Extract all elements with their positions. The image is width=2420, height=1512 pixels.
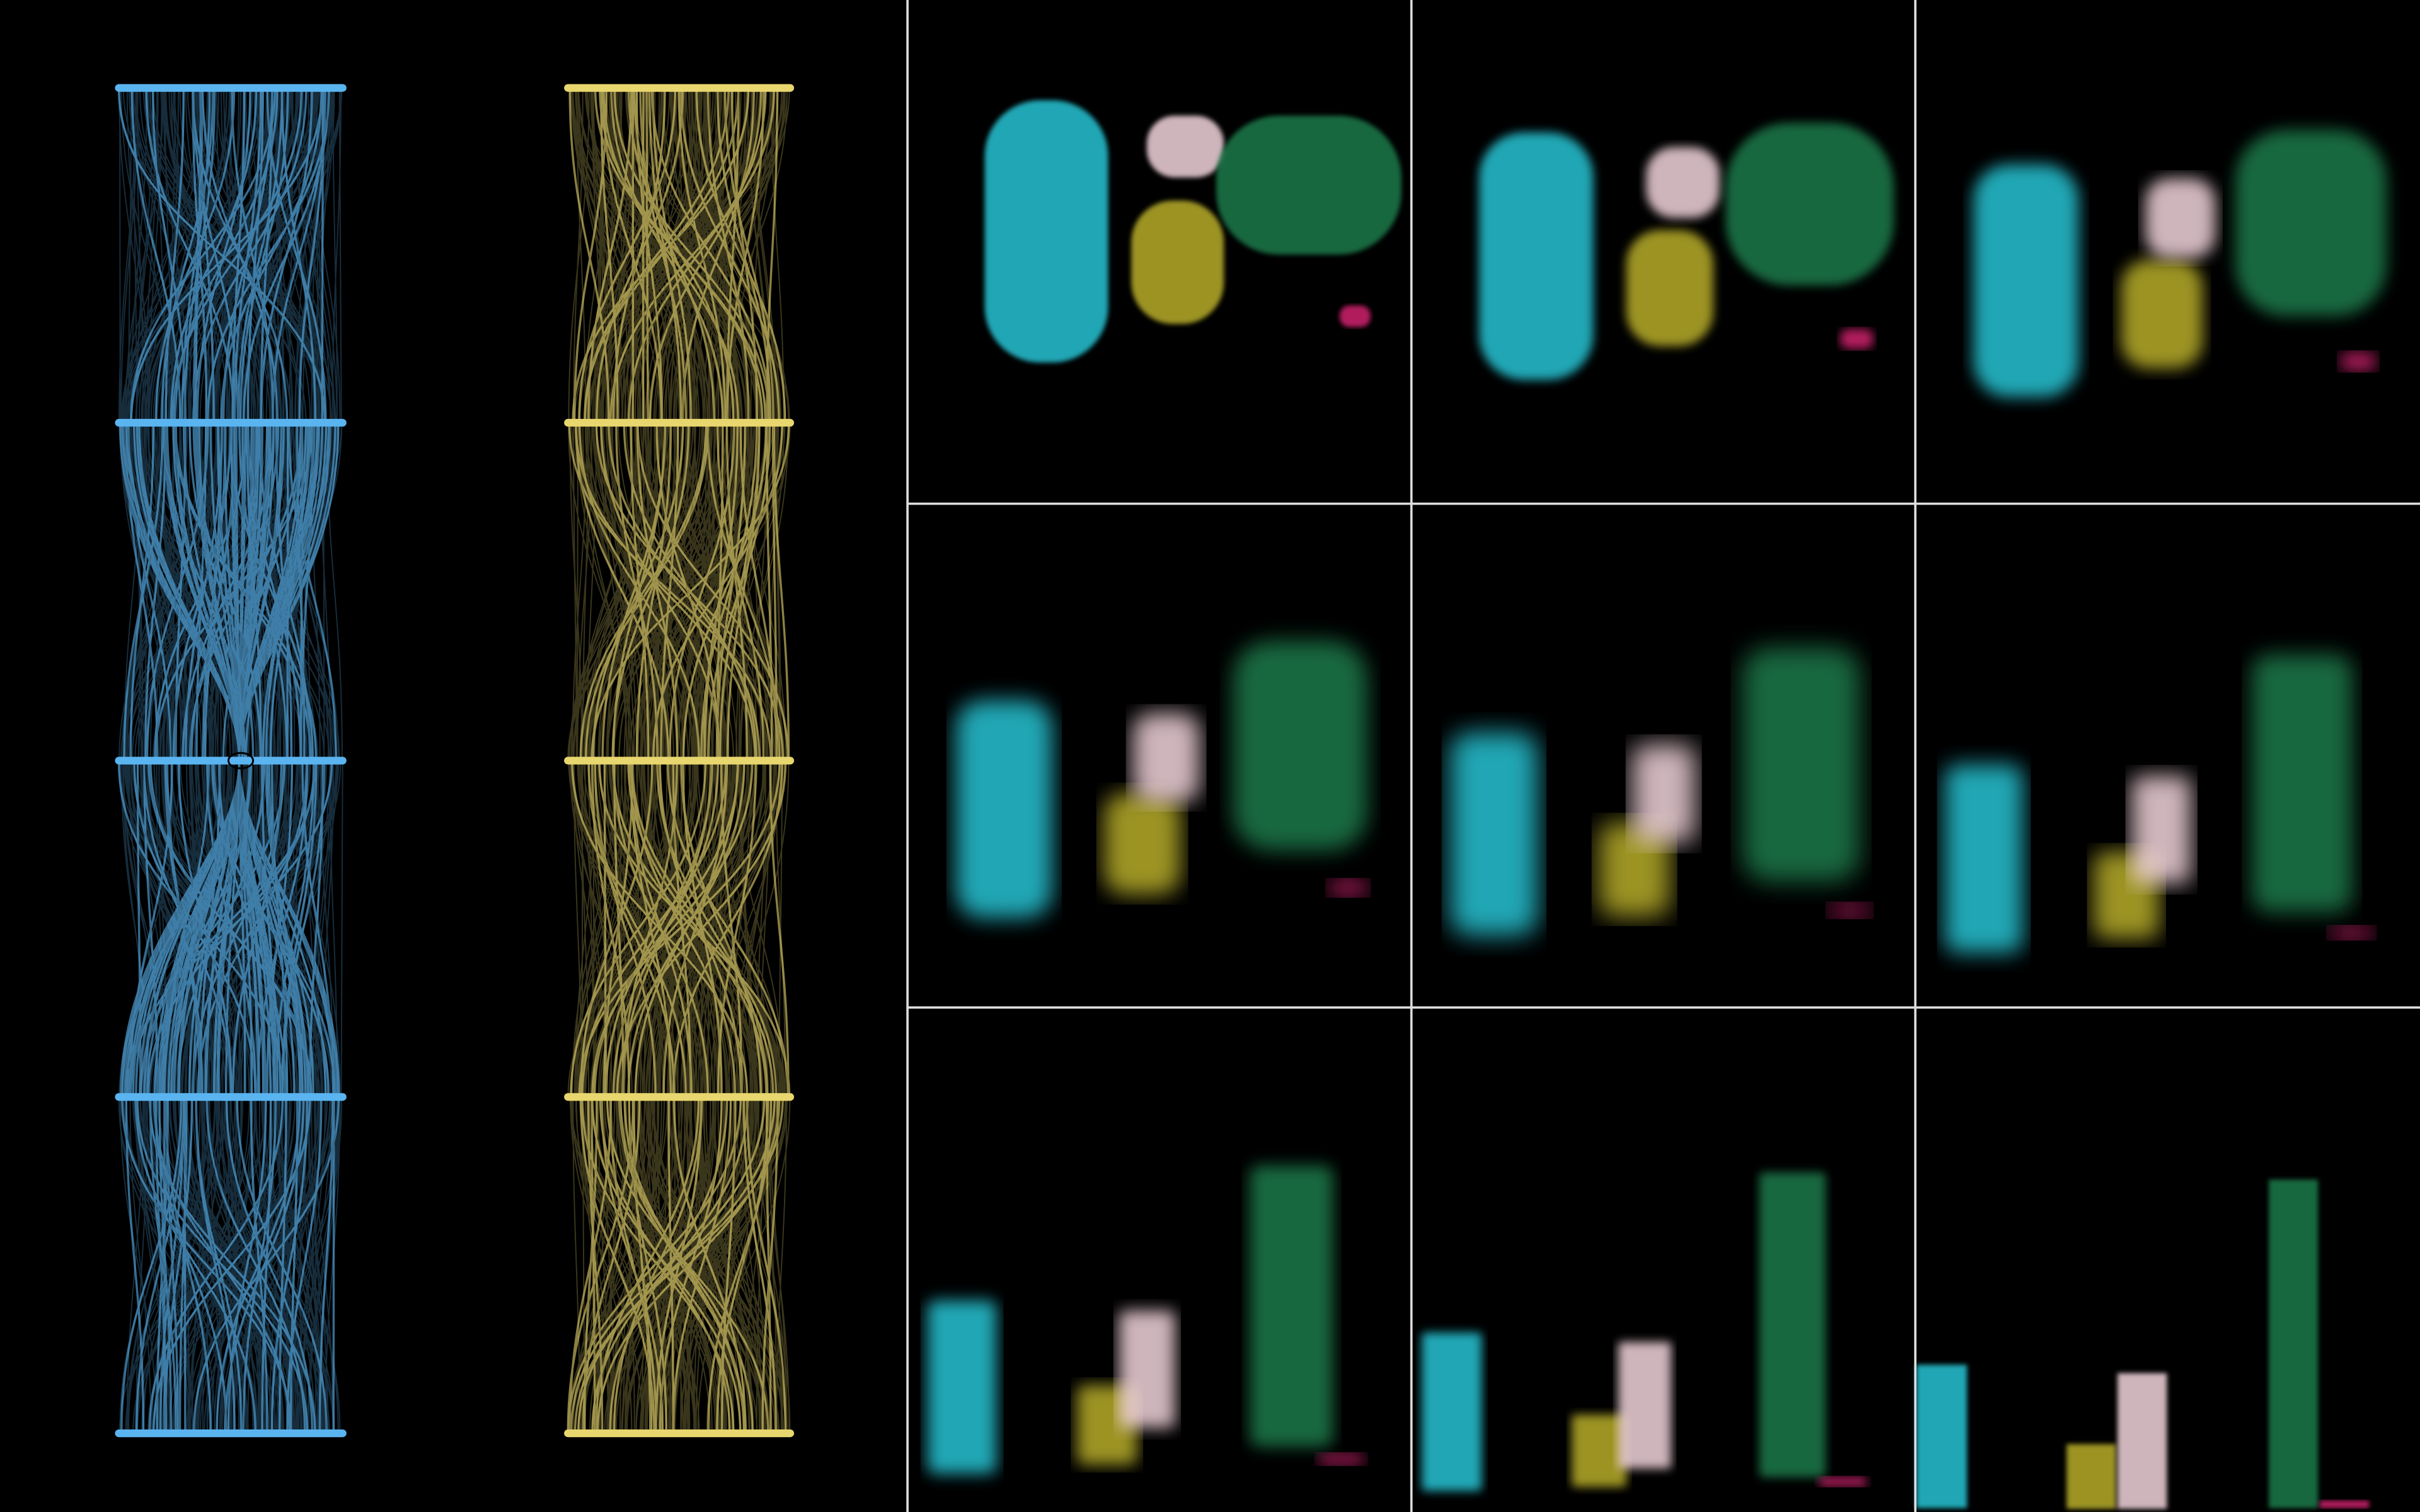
region xyxy=(1916,1365,1968,1508)
panel xyxy=(908,503,1412,1008)
region xyxy=(1632,744,1696,844)
region xyxy=(1944,764,2023,953)
region xyxy=(1840,329,1874,349)
panel xyxy=(908,1007,1412,1511)
region xyxy=(1626,230,1714,346)
region xyxy=(2330,926,2373,939)
region xyxy=(1104,793,1181,895)
region xyxy=(2235,129,2387,316)
region xyxy=(2269,1179,2319,1508)
polylines-highlight xyxy=(117,88,330,423)
polylines-highlight xyxy=(117,760,340,1097)
region xyxy=(1119,1310,1175,1428)
region xyxy=(1131,200,1224,324)
region xyxy=(2131,776,2192,884)
region xyxy=(1478,132,1594,380)
region xyxy=(1618,1342,1671,1469)
region xyxy=(1450,732,1538,936)
region xyxy=(2121,260,2203,369)
panel xyxy=(1915,503,2419,1008)
polylines-highlight xyxy=(568,88,786,423)
region xyxy=(1146,115,1224,178)
region xyxy=(2252,655,2353,912)
axis-column xyxy=(564,84,794,1438)
region xyxy=(1726,122,1894,286)
region xyxy=(1233,640,1368,851)
region xyxy=(2066,1444,2116,1509)
panel-background xyxy=(1915,1007,2419,1511)
polylines-highlight xyxy=(119,423,340,761)
region xyxy=(1329,879,1368,896)
panel xyxy=(908,0,1412,504)
region xyxy=(1759,1172,1826,1477)
polylines-highlight xyxy=(120,1097,340,1434)
region xyxy=(1829,903,1870,918)
region xyxy=(1216,115,1402,255)
region xyxy=(1339,305,1371,328)
region xyxy=(1422,1332,1482,1491)
panel xyxy=(1411,503,1916,1008)
panel xyxy=(1915,1007,2419,1511)
region xyxy=(2340,352,2377,371)
region xyxy=(1250,1165,1334,1447)
region xyxy=(2145,178,2216,259)
axis-column xyxy=(115,84,347,1438)
panel xyxy=(1915,0,2419,504)
region xyxy=(984,100,1109,363)
region xyxy=(1645,147,1720,219)
region xyxy=(1819,1477,1867,1487)
region xyxy=(927,1300,997,1474)
panel xyxy=(1411,1007,1916,1511)
polylines-highlight xyxy=(570,760,791,1097)
polylines-highlight xyxy=(567,1097,786,1434)
region xyxy=(1599,822,1670,917)
region xyxy=(1132,713,1200,803)
parallel-coordinates xyxy=(115,84,794,1438)
selection xyxy=(227,752,255,770)
polylines-highlight xyxy=(568,423,790,761)
region xyxy=(2319,1500,2370,1508)
region xyxy=(1742,648,1860,882)
panel-grid xyxy=(908,0,2419,1511)
region xyxy=(955,700,1052,919)
region xyxy=(1572,1414,1627,1487)
region xyxy=(2118,1373,2167,1509)
panel-dividers xyxy=(906,0,2420,1512)
region xyxy=(1973,164,2079,398)
region xyxy=(1318,1453,1364,1465)
panel xyxy=(1411,0,1916,504)
